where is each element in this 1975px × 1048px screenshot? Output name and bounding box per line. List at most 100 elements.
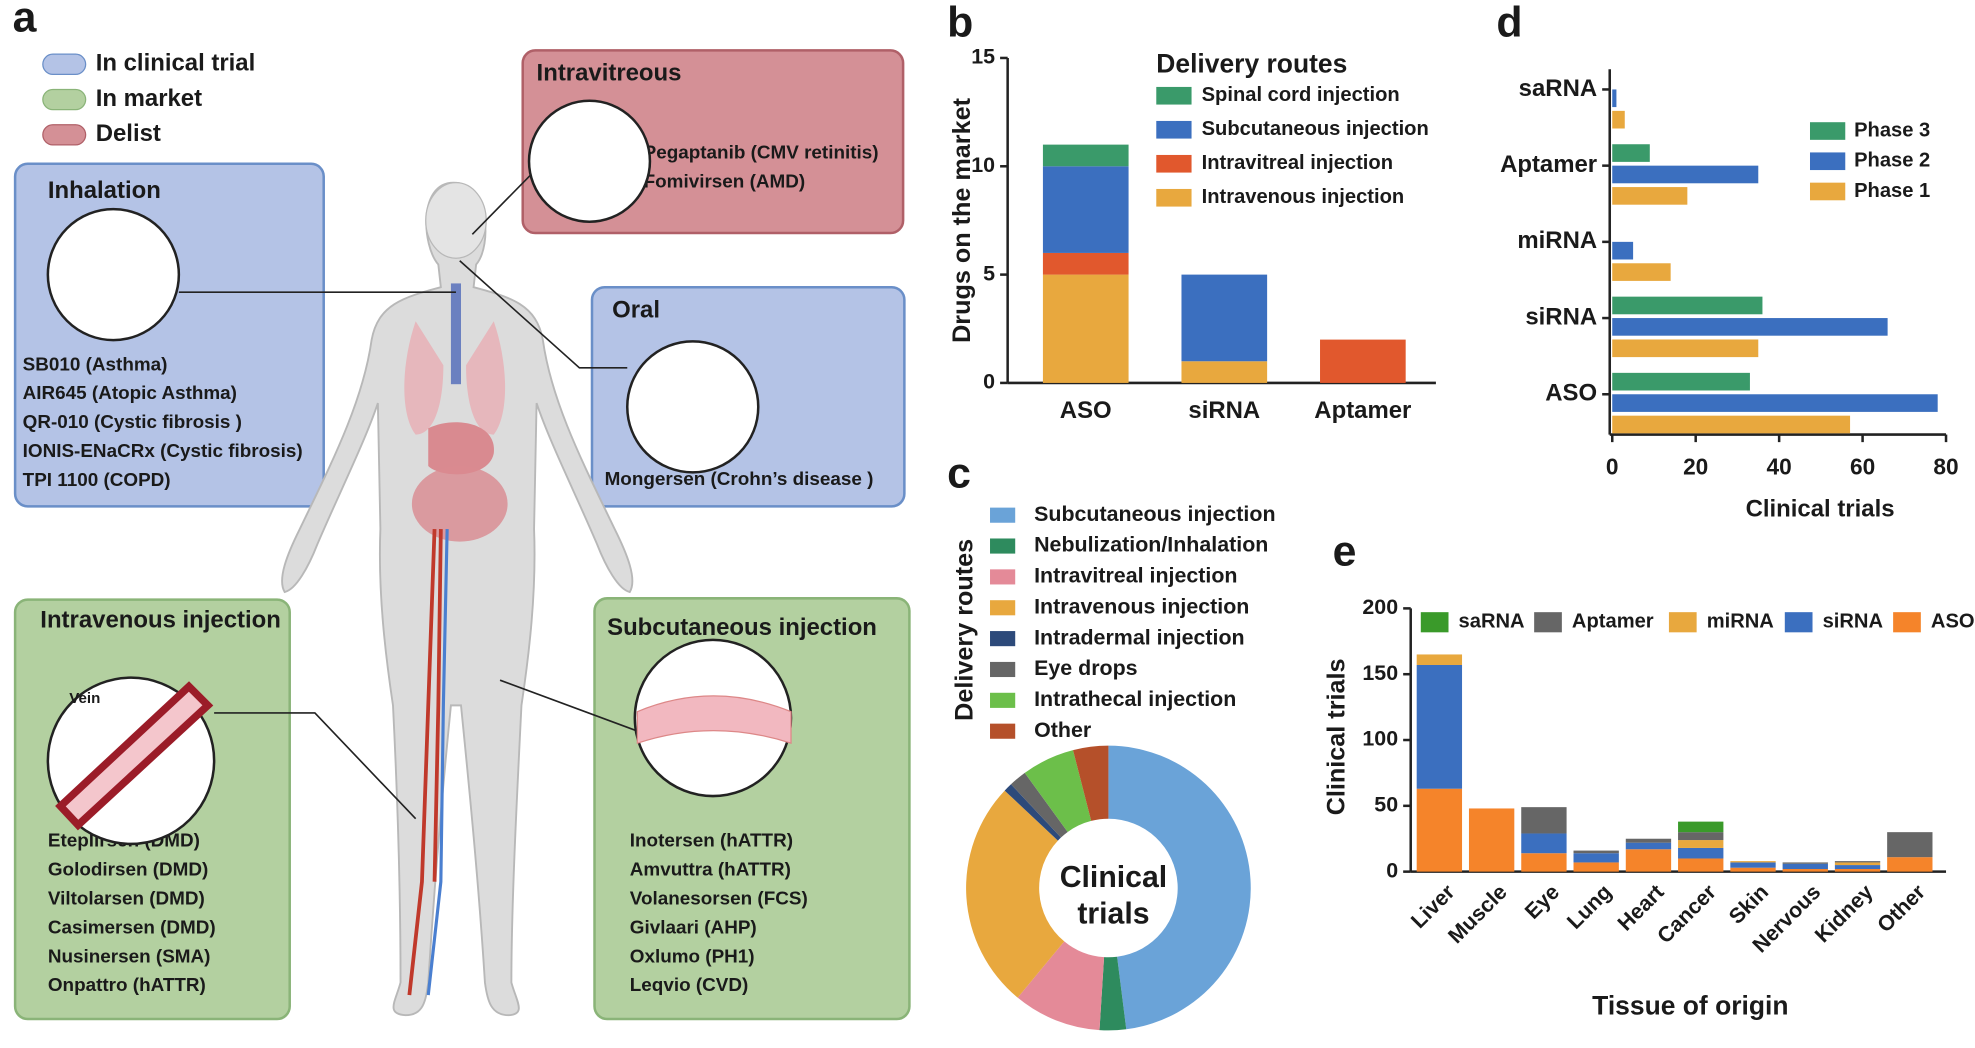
route-title: Subcutaneous injection: [607, 614, 877, 641]
drug-label: Casimersen (DMD): [48, 917, 216, 938]
bar-segment: [1042, 144, 1129, 167]
bar-segment: [1625, 838, 1672, 843]
trachea: [450, 283, 462, 385]
bar-segment: [1416, 664, 1463, 789]
legend-label: Phase 2: [1854, 150, 1930, 172]
y-tick-label: 200: [1362, 595, 1398, 619]
bar-segment: [1887, 832, 1933, 858]
legend-swatch: [1156, 86, 1192, 105]
vein: [426, 529, 449, 996]
drug-label: Mongersen (Crohn’s disease ): [605, 469, 874, 490]
tissue-icon: [636, 695, 792, 745]
legend-swatch: [990, 538, 1016, 554]
legend-swatch: [990, 723, 1016, 739]
drug-label: Pegaptanib (CMV retinitis): [644, 143, 879, 164]
bar: [1612, 263, 1671, 281]
drug-label: Inotersen (hATTR): [630, 830, 793, 851]
x-tick-label: Kidney: [1810, 880, 1878, 948]
legend-swatch: [990, 631, 1016, 647]
bar: [1612, 318, 1888, 336]
bar-segment: [1834, 862, 1881, 866]
bar-segment: [1678, 832, 1724, 841]
bar-segment: [1887, 857, 1933, 872]
x-tick-label: siRNA: [1188, 397, 1260, 424]
legend-swatch: [42, 124, 87, 146]
legend-label: ASO: [1931, 611, 1975, 633]
intestine: [411, 466, 508, 542]
y-tick-label: 5: [983, 261, 995, 285]
vein-icon: [55, 681, 214, 831]
legend-swatch: [1156, 154, 1192, 173]
bar-segment: [1042, 166, 1129, 253]
bar-segment: [1782, 869, 1828, 872]
y-tick-label: 15: [971, 45, 995, 69]
x-tick-label: Eye: [1520, 880, 1564, 924]
legend-swatch: [1668, 612, 1697, 633]
donut-slice: [1017, 941, 1105, 1031]
bar-segment: [1181, 361, 1268, 383]
legend-label: Other: [1034, 718, 1091, 742]
vein-label: Vein: [69, 690, 100, 707]
y-axis-label: Delivery routes: [951, 539, 979, 721]
legend-label: Aptamer: [1572, 611, 1654, 633]
legend-label: saRNA: [1459, 611, 1525, 633]
y-tick-label: siRNA: [1525, 303, 1597, 330]
legend-label: Subcutaneous injection: [1202, 118, 1429, 140]
route-icon: [626, 340, 760, 474]
bar: [1612, 372, 1750, 391]
bar-segment: [1521, 853, 1567, 872]
x-axis-label: Clinical trials: [1746, 495, 1895, 522]
bar-segment: [1834, 861, 1881, 863]
bar-segment: [1573, 850, 1619, 854]
drug-label: Givlaari (AHP): [630, 917, 757, 938]
x-tick-label: 0: [1606, 454, 1619, 480]
y-tick-label: 150: [1362, 661, 1398, 685]
legend-swatch: [1156, 120, 1192, 139]
bar-segment: [1730, 867, 1776, 872]
center-label: trials: [1077, 898, 1149, 931]
bar-segment: [1181, 274, 1268, 362]
panel-label: e: [1333, 528, 1357, 576]
bar: [1612, 89, 1617, 108]
y-tick-label: 0: [983, 370, 995, 394]
drug-label: Leqvio (CVD): [630, 975, 748, 996]
x-tick-label: Cancer: [1653, 880, 1721, 948]
legend-swatch: [990, 600, 1016, 616]
legend-swatch: [1809, 152, 1846, 171]
legend-title: Delivery routes: [1156, 49, 1347, 79]
panel-label: d: [1496, 0, 1522, 47]
bar-segment: [1782, 863, 1828, 870]
bar-segment: [1042, 274, 1129, 383]
x-tick-label: 20: [1683, 454, 1708, 480]
x-tick-label: ASO: [1060, 397, 1112, 424]
head: [425, 182, 487, 259]
drug-label: Nusinersen (SMA): [48, 946, 211, 967]
x-axis-label: Tissue of origin: [1592, 991, 1788, 1021]
stomach: [428, 422, 494, 475]
x-tick-label: Muscle: [1443, 880, 1511, 948]
legend-swatch: [990, 569, 1016, 585]
legend-swatch: [1809, 122, 1846, 140]
lungs: [404, 321, 506, 435]
legend-label: Nebulization/Inhalation: [1034, 533, 1268, 557]
legend-label: Eye drops: [1034, 656, 1138, 680]
donut-slice: [1073, 745, 1109, 821]
legend-label: In clinical trial: [96, 50, 256, 77]
y-tick-label: miRNA: [1517, 227, 1597, 254]
y-tick-label: 100: [1362, 727, 1398, 751]
donut-slice: [1108, 745, 1251, 1030]
bar-segment: [1678, 858, 1724, 872]
drug-label: QR-010 (Cystic fibrosis ): [23, 412, 242, 433]
bar-segment: [1573, 853, 1619, 863]
y-tick-label: saRNA: [1519, 75, 1597, 102]
legend-swatch: [42, 53, 87, 75]
y-tick-label: ASO: [1545, 380, 1597, 407]
bar-segment: [1730, 861, 1776, 863]
drug-label: Volanesorsen (FCS): [630, 888, 808, 909]
legend-label: Intravitreal injection: [1034, 564, 1237, 588]
vessels: [407, 528, 443, 996]
legend-label: miRNA: [1707, 611, 1775, 633]
legend-swatch: [990, 661, 1016, 678]
legend-swatch: [42, 88, 87, 111]
